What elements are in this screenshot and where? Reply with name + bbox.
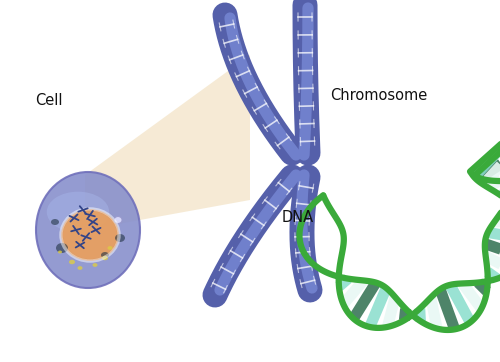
- Ellipse shape: [102, 256, 108, 260]
- Ellipse shape: [47, 192, 109, 232]
- Ellipse shape: [101, 252, 109, 258]
- Ellipse shape: [56, 243, 68, 253]
- Ellipse shape: [108, 246, 112, 250]
- Ellipse shape: [115, 234, 125, 242]
- Ellipse shape: [78, 266, 82, 270]
- Ellipse shape: [58, 251, 62, 253]
- Ellipse shape: [36, 172, 140, 288]
- Text: Cell: Cell: [35, 93, 62, 108]
- Ellipse shape: [69, 260, 75, 264]
- Text: Chromosome: Chromosome: [330, 88, 427, 103]
- Ellipse shape: [92, 263, 98, 267]
- Ellipse shape: [62, 210, 118, 260]
- Ellipse shape: [114, 216, 122, 223]
- Ellipse shape: [51, 219, 59, 225]
- Polygon shape: [85, 55, 250, 230]
- Text: DNA: DNA: [282, 210, 314, 225]
